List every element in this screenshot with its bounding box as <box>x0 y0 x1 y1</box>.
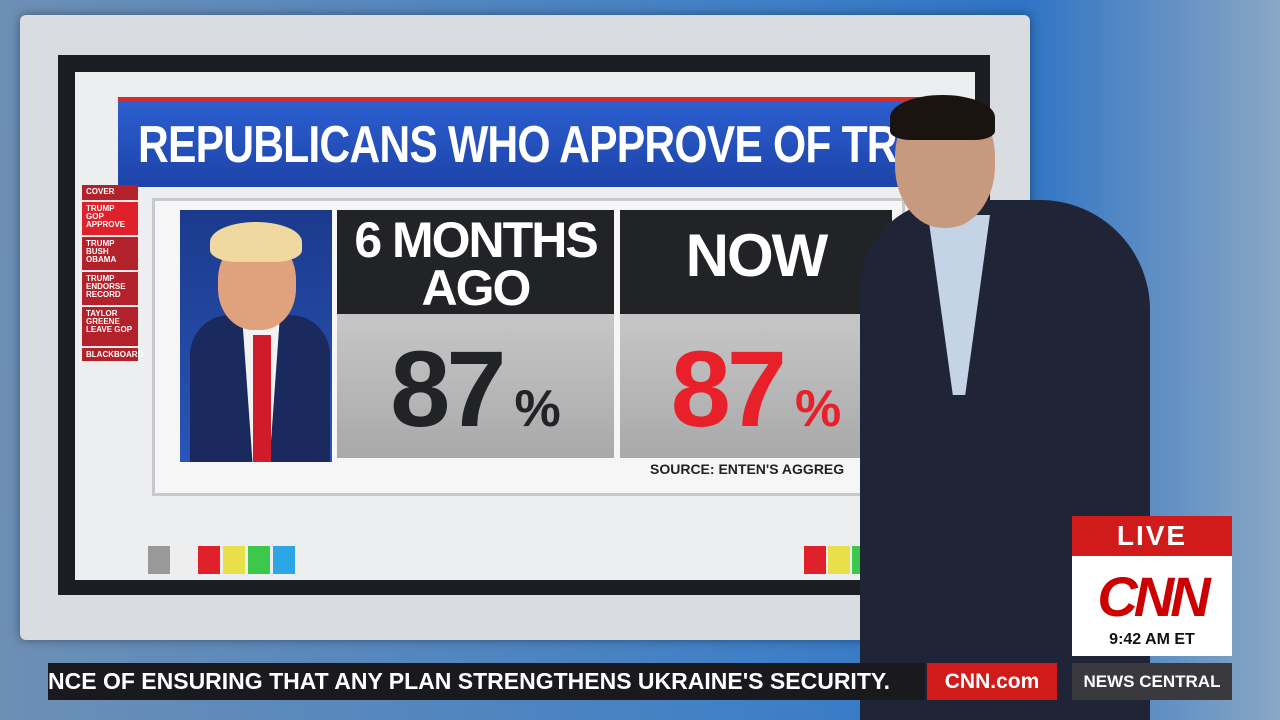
nav-item[interactable]: COVER <box>82 185 138 201</box>
presenter-hair <box>890 95 995 140</box>
swatch <box>148 546 170 574</box>
stat-unit: % <box>514 380 561 438</box>
nav-item[interactable]: TRUMP GOP APPROVE <box>82 202 138 236</box>
swatch <box>828 546 850 574</box>
stat-number: 87 <box>390 328 506 449</box>
title-bar: REPUBLICANS WHO APPROVE OF TRUM <box>118 97 962 187</box>
live-label: LIVE <box>1072 516 1232 556</box>
stat-value: 87% <box>337 326 614 451</box>
nav-item[interactable]: TRUMP ENDORSE RECORD <box>82 272 138 306</box>
nav-item[interactable]: TRUMP BUSH OBAMA <box>82 237 138 271</box>
swatch <box>248 546 270 574</box>
swatch <box>198 546 220 574</box>
nav-item[interactable]: TAYLOR GREENE LEAVE GOP <box>82 307 138 347</box>
program-name: NEWS CENTRAL <box>1072 663 1232 700</box>
ticker: NCE OF ENSURING THAT ANY PLAN STRENGTHEN… <box>48 663 925 700</box>
column-header: 6 MONTHS AGO <box>337 210 614 314</box>
stat-column: 6 MONTHS AGO 87% <box>337 210 614 458</box>
network-logo: CNN <box>1097 565 1210 628</box>
swatch <box>273 546 295 574</box>
stat-unit: % <box>794 380 842 438</box>
stat-column: NOW 87% <box>620 210 892 458</box>
nav-item[interactable]: BLACKBOARD <box>82 348 143 362</box>
swatch <box>804 546 826 574</box>
photo <box>180 210 332 462</box>
swatch <box>223 546 245 574</box>
photo-hair <box>210 222 302 262</box>
swatch <box>173 546 195 574</box>
stat-number: 87 <box>670 328 787 449</box>
column-header: NOW <box>620 210 892 314</box>
source: SOURCE: ENTEN'S AGGREG <box>650 461 845 477</box>
photo-tie <box>253 335 271 462</box>
stat-value: 87% <box>620 326 892 451</box>
live-bug: LIVE CNN 9:42 AM ET <box>1072 516 1232 656</box>
clock: 9:42 AM ET <box>1109 631 1195 648</box>
ticker-site: CNN.com <box>927 663 1057 700</box>
title: REPUBLICANS WHO APPROVE OF TRUM <box>138 116 962 174</box>
